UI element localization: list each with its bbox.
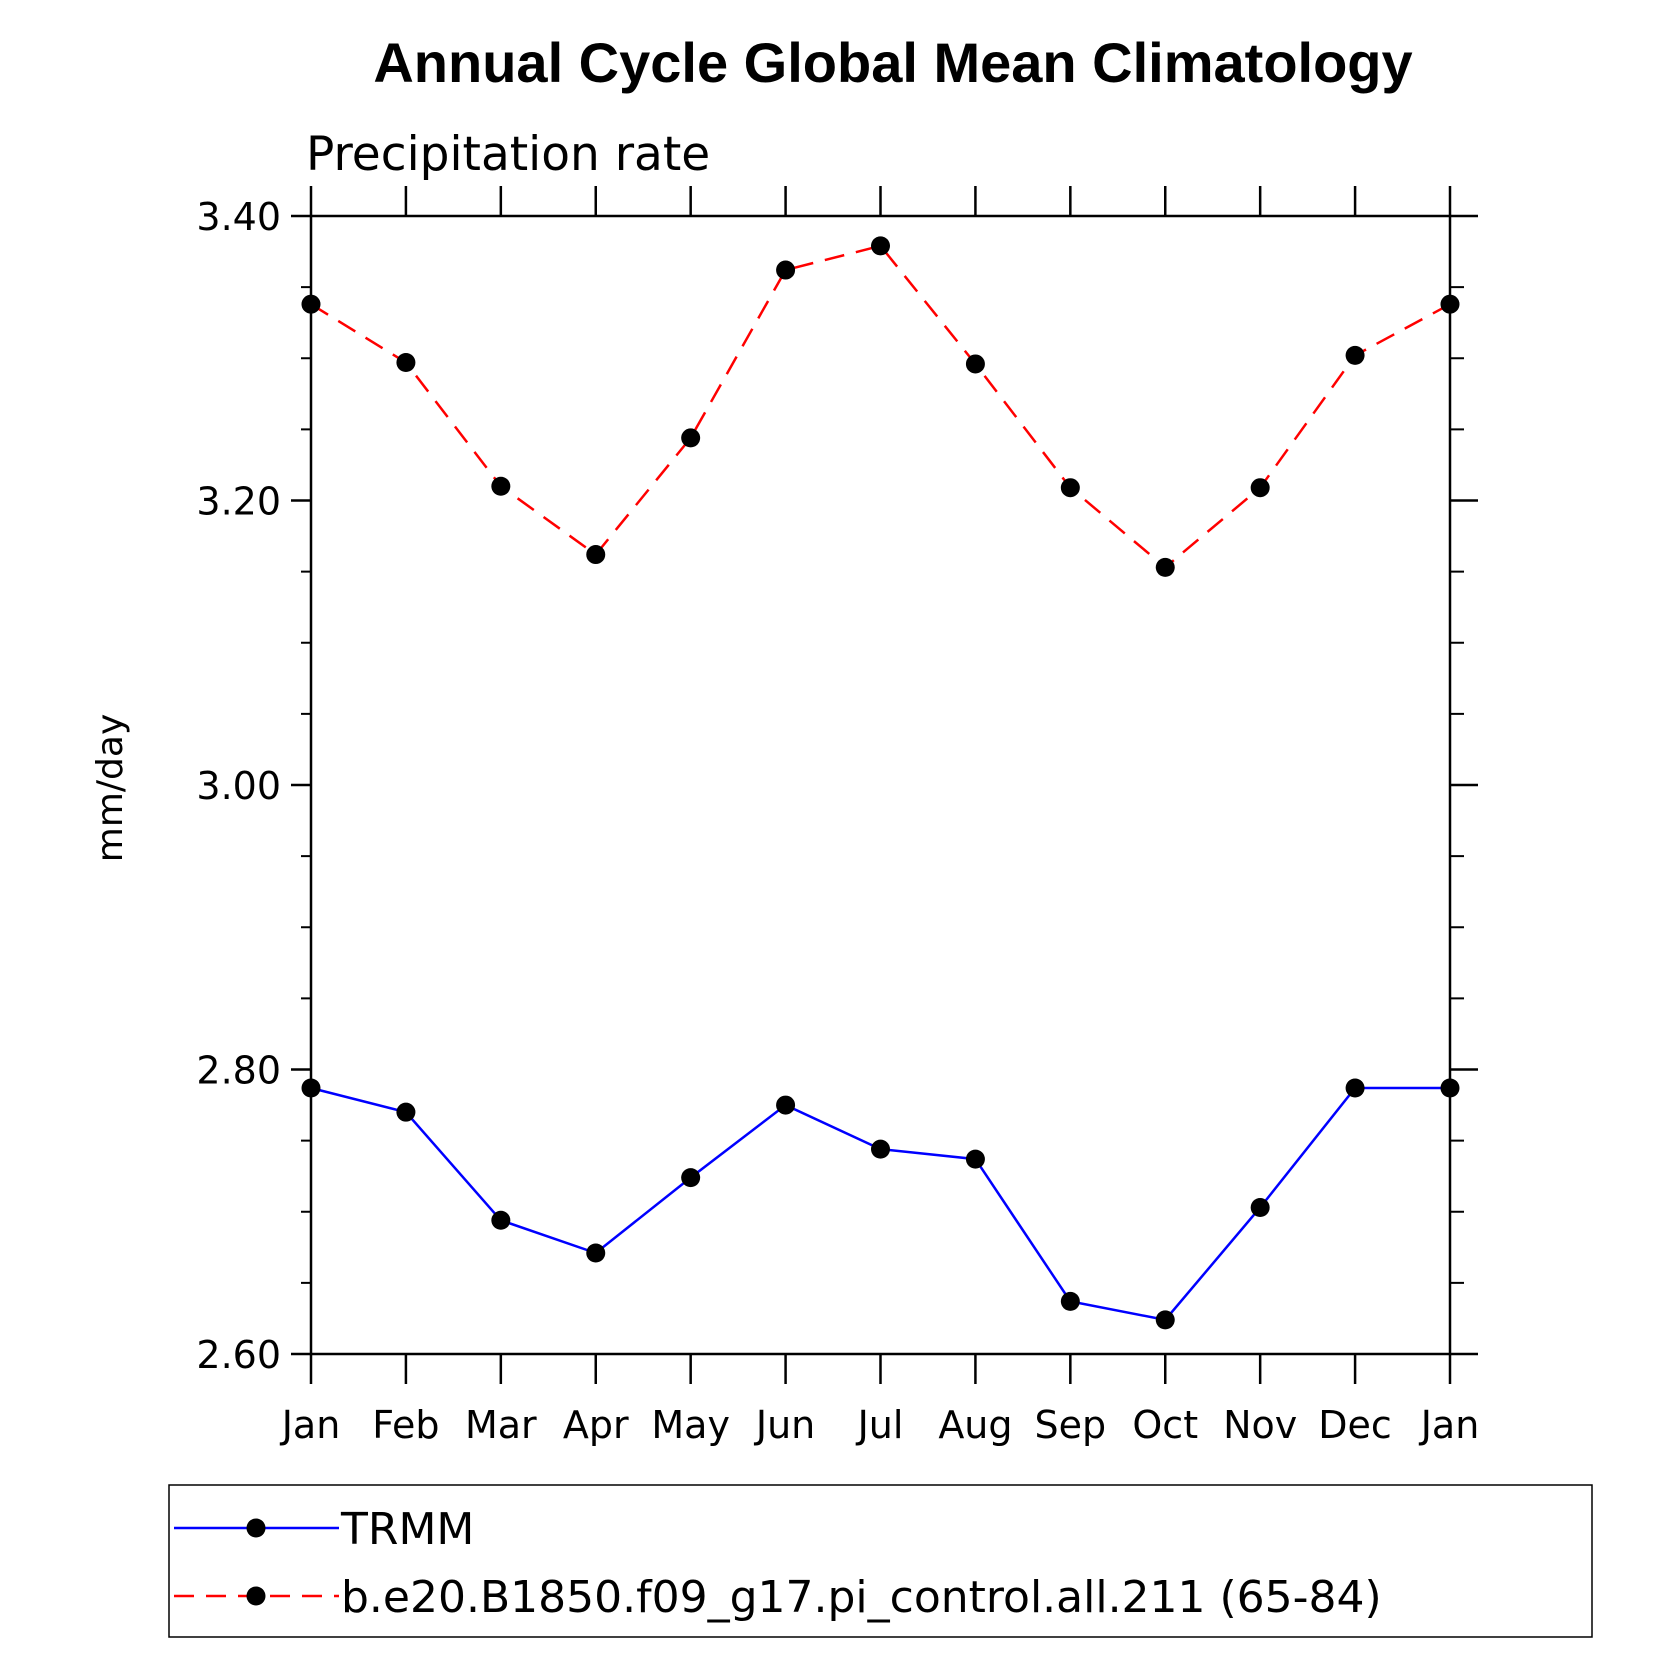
legend-label-0: TRMM: [340, 1504, 474, 1555]
x-tick-label: Apr: [563, 1403, 629, 1447]
x-tick-label: Feb: [372, 1403, 439, 1447]
y-tick-label: 3.00: [196, 764, 281, 808]
series-1-point: [1250, 478, 1270, 498]
x-tick-label: Dec: [1318, 1403, 1392, 1447]
series-0-point: [1060, 1291, 1080, 1311]
series-1-point: [396, 353, 416, 373]
series-line-0: [310, 1086, 1450, 1322]
series-0-point: [1250, 1197, 1270, 1217]
y-tick-label: 2.60: [196, 1333, 281, 1377]
x-tick-label: Jan: [1419, 1403, 1480, 1447]
legend-marker-1: [246, 1586, 266, 1606]
legend-marker-0: [246, 1518, 266, 1538]
series-0-point: [965, 1149, 985, 1169]
x-tick-label: Nov: [1223, 1403, 1297, 1447]
series-1-point: [301, 294, 321, 314]
x-tick-label: Jan: [280, 1403, 341, 1447]
series-line-1: [310, 244, 1451, 569]
series-1-point: [1155, 557, 1175, 577]
series-1-point: [1060, 478, 1080, 498]
series-0-point: [1440, 1078, 1460, 1098]
series-0-point: [396, 1102, 416, 1122]
series-1-point: [681, 428, 701, 448]
series-0-point: [491, 1210, 511, 1230]
legend-box: [168, 1484, 1593, 1638]
series-1-point: [965, 354, 985, 374]
x-tick-label: Sep: [1035, 1403, 1107, 1447]
series-0-point: [776, 1095, 796, 1115]
y-axis-label: mm/day: [90, 714, 131, 862]
series-1-point: [776, 260, 796, 280]
series-1-point: [1440, 294, 1460, 314]
chart-title: Annual Cycle Global Mean Climatology: [373, 31, 1412, 94]
series-1-point: [871, 236, 890, 256]
chart-subtitle: Precipitation rate: [306, 127, 710, 182]
y-tick-label: 3.40: [196, 195, 281, 239]
x-tick-label: Mar: [465, 1403, 537, 1447]
series-0-point: [1345, 1078, 1365, 1098]
x-tick-label: Oct: [1132, 1403, 1198, 1447]
x-tick-label: Jun: [754, 1403, 815, 1447]
series-1-point: [491, 476, 511, 496]
series-0-point: [1155, 1310, 1175, 1330]
series-0-point: [681, 1168, 701, 1188]
series-1-point: [1345, 345, 1365, 365]
x-tick-label: Aug: [938, 1403, 1012, 1447]
x-tick-label: May: [651, 1403, 730, 1447]
y-tick-label: 2.80: [196, 1049, 281, 1093]
series-0-point: [301, 1078, 321, 1098]
y-tick-label: 3.20: [196, 480, 281, 524]
series-0-point: [871, 1139, 890, 1159]
legend-label-1: b.e20.B1850.f09_g17.pi_control.all.211 (…: [341, 1572, 1382, 1623]
series-0-point: [586, 1243, 606, 1263]
series-1-point: [586, 545, 606, 565]
x-tick-label: Jul: [856, 1403, 904, 1447]
